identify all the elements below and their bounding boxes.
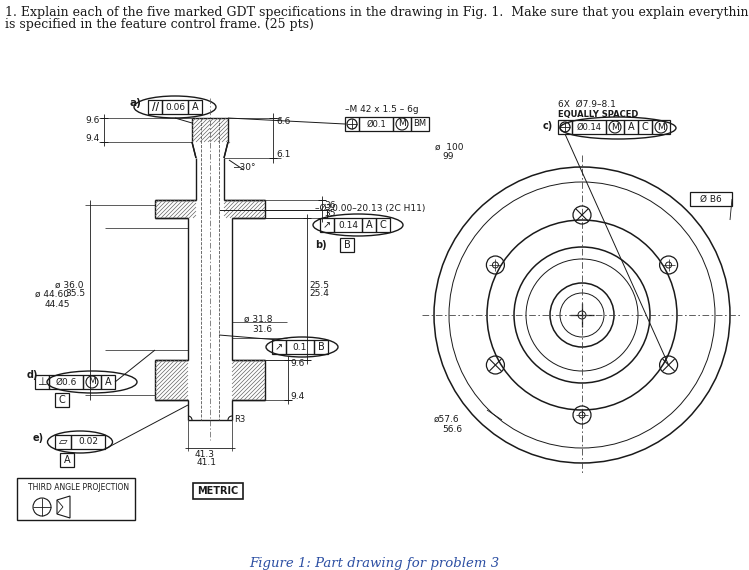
Text: c): c) — [543, 121, 554, 131]
Text: b): b) — [315, 240, 327, 250]
Text: 1. Explain each of the five marked GDT specifications in the drawing in Fig. 1. : 1. Explain each of the five marked GDT s… — [5, 6, 749, 19]
Bar — [624, 120, 638, 134]
Bar — [652, 120, 670, 134]
Text: 9.6: 9.6 — [85, 116, 100, 125]
Text: 35: 35 — [324, 209, 336, 218]
Text: 35.5: 35.5 — [65, 289, 85, 298]
Text: ⊥: ⊥ — [37, 377, 47, 387]
Text: a): a) — [130, 98, 142, 108]
Text: –Ø20.00–20.13 (2C H11): –Ø20.00–20.13 (2C H11) — [315, 204, 425, 213]
Text: A: A — [628, 122, 634, 132]
Text: 0.14: 0.14 — [338, 221, 358, 230]
Bar — [35, 375, 49, 389]
Text: 25.4: 25.4 — [309, 289, 329, 298]
Text: 56.6: 56.6 — [442, 425, 462, 434]
Text: M: M — [88, 377, 96, 386]
Text: 25.5: 25.5 — [309, 281, 329, 290]
Bar — [101, 375, 115, 389]
Text: R3: R3 — [234, 415, 245, 424]
Text: 9.4: 9.4 — [85, 134, 100, 143]
Bar — [606, 120, 624, 134]
Text: 0.06: 0.06 — [165, 103, 185, 112]
Bar — [286, 340, 314, 354]
Text: 31.6: 31.6 — [252, 325, 272, 334]
Bar — [362, 218, 376, 232]
Text: ▱: ▱ — [58, 437, 67, 447]
Text: C: C — [58, 395, 65, 405]
Text: Figure 1: Part drawing for problem 3: Figure 1: Part drawing for problem 3 — [249, 557, 500, 570]
Text: 6.1: 6.1 — [276, 150, 291, 159]
Text: M: M — [657, 123, 665, 132]
Text: is specified in the feature control frame. (25 pts): is specified in the feature control fram… — [5, 18, 314, 31]
Text: 0.02: 0.02 — [78, 438, 98, 446]
Bar — [60, 453, 74, 467]
Text: 9.6: 9.6 — [290, 359, 304, 368]
Text: Ø0.1: Ø0.1 — [366, 120, 386, 128]
Text: ø  100: ø 100 — [435, 143, 464, 152]
Text: 0.1: 0.1 — [293, 343, 307, 352]
Text: //: // — [151, 102, 159, 112]
Bar — [345, 117, 359, 131]
Bar — [558, 120, 572, 134]
Text: d): d) — [27, 370, 38, 380]
Bar — [162, 100, 188, 114]
Text: Ø B6: Ø B6 — [700, 194, 722, 203]
Bar — [340, 238, 354, 252]
Text: e): e) — [33, 433, 44, 443]
Text: 99: 99 — [442, 152, 453, 161]
Text: A: A — [192, 102, 198, 112]
Bar — [55, 393, 69, 407]
Text: 6X  Ø7.9–8.1: 6X Ø7.9–8.1 — [558, 100, 616, 109]
Bar — [690, 192, 732, 206]
Text: −30°: −30° — [232, 163, 255, 172]
Bar — [572, 120, 606, 134]
Bar — [272, 340, 286, 354]
Text: C: C — [642, 122, 649, 132]
Bar — [314, 340, 328, 354]
Bar — [188, 100, 202, 114]
Text: ↗: ↗ — [275, 342, 283, 352]
Text: BM: BM — [413, 120, 427, 128]
Bar — [17, 478, 135, 520]
Text: ø 31.8: ø 31.8 — [244, 315, 273, 324]
Text: ø 36.0: ø 36.0 — [55, 281, 83, 290]
Text: THIRD ANGLE PROJECTION: THIRD ANGLE PROJECTION — [28, 483, 129, 492]
Text: 36: 36 — [324, 201, 336, 210]
Text: 41.3: 41.3 — [195, 450, 215, 459]
Text: 9.4: 9.4 — [290, 392, 304, 401]
Bar — [71, 435, 105, 449]
Bar — [320, 218, 334, 232]
Bar — [638, 120, 652, 134]
Bar — [193, 483, 243, 499]
Text: 44.45: 44.45 — [45, 300, 70, 309]
Bar — [55, 435, 71, 449]
Text: B: B — [344, 240, 351, 250]
Text: METRIC: METRIC — [198, 486, 239, 496]
Text: 41.1: 41.1 — [197, 458, 217, 467]
Text: A: A — [366, 220, 372, 230]
Bar — [393, 117, 411, 131]
Bar — [83, 375, 101, 389]
Text: Ø0.14: Ø0.14 — [577, 123, 601, 132]
Bar — [411, 117, 429, 131]
Text: 6.6: 6.6 — [276, 117, 291, 126]
Text: –M 42 x 1.5 – 6g: –M 42 x 1.5 – 6g — [345, 105, 419, 114]
Text: EQUALLY SPACED: EQUALLY SPACED — [558, 110, 638, 119]
Text: B: B — [318, 342, 324, 352]
Bar — [376, 218, 390, 232]
Text: Ø0.6: Ø0.6 — [55, 377, 76, 386]
Bar — [148, 100, 162, 114]
Text: C: C — [380, 220, 386, 230]
Text: M: M — [611, 123, 619, 132]
Bar — [49, 375, 83, 389]
Text: ø57.6: ø57.6 — [434, 415, 460, 424]
Text: A: A — [64, 455, 70, 465]
Text: M: M — [398, 120, 406, 128]
Bar — [334, 218, 362, 232]
Text: ↗: ↗ — [323, 220, 331, 230]
Text: A: A — [105, 377, 112, 387]
Bar — [359, 117, 393, 131]
Text: ø 44.60: ø 44.60 — [35, 290, 69, 299]
